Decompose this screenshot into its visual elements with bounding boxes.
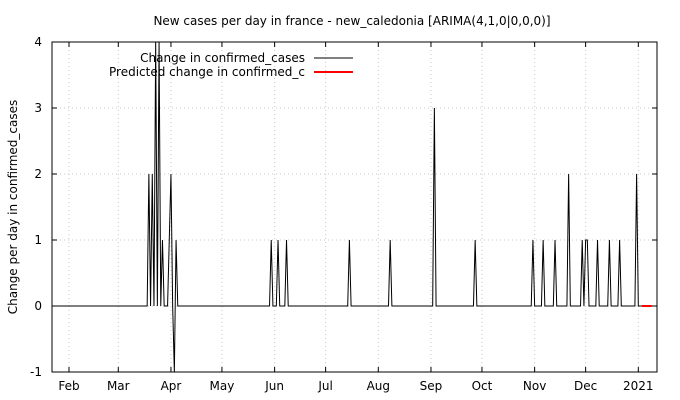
x-tick-label: Oct	[472, 379, 493, 393]
series-line-actual	[52, 41, 642, 373]
y-tick-label: -1	[30, 365, 42, 379]
axis-ticks: Feb Mar Apr May Jun Jul Aug Sep Oct Nov Dec 2021 -1 0…	[30, 35, 657, 393]
x-tick-label: May	[210, 379, 235, 393]
plot-frame	[51, 41, 658, 373]
series-group	[52, 41, 652, 373]
y-axis-label: Change per day in confirmed_cases	[6, 100, 20, 315]
legend-label: Change in confirmed_cases	[140, 51, 305, 65]
x-tick-label: Dec	[574, 379, 597, 393]
y-tick-label: 0	[34, 299, 42, 313]
x-tick-label: Aug	[367, 379, 390, 393]
x-tick-label: Jun	[264, 379, 284, 393]
x-tick-label: Feb	[58, 379, 79, 393]
x-tick-label: Mar	[107, 379, 130, 393]
legend-label: Predicted change in confirmed_c	[109, 65, 305, 79]
y-tick-label: 4	[34, 35, 42, 49]
y-tick-label: 2	[34, 167, 42, 181]
x-tick-label: 2021	[623, 379, 654, 393]
chart-title: New cases per day in france - new_caledo…	[153, 14, 550, 28]
x-tick-label: Nov	[523, 379, 546, 393]
x-tick-label: Sep	[420, 379, 443, 393]
x-tick-label: Apr	[161, 379, 182, 393]
grid	[52, 41, 657, 373]
y-tick-label: 3	[34, 101, 42, 115]
y-tick-label: 1	[34, 233, 42, 247]
x-tick-label: Jul	[317, 379, 332, 393]
